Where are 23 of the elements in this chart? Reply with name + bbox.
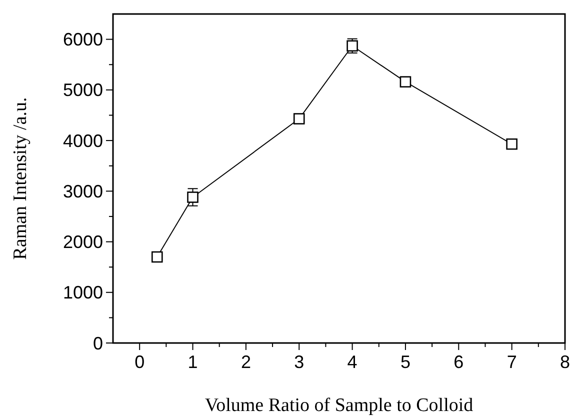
point — [151, 251, 163, 263]
x-tick-label: 6 — [454, 352, 464, 372]
y-tick-label: 3000 — [62, 181, 103, 202]
y-axis-title: Raman Intensity /a.u. — [10, 97, 31, 260]
y-tick-label: 2000 — [62, 232, 103, 252]
x-tick-label: 8 — [560, 352, 570, 372]
y-tick-label: 0 — [92, 333, 103, 354]
x-tick-label: 1 — [188, 352, 198, 372]
x-tick-label: 0 — [134, 352, 145, 372]
x-tick-label: 4 — [347, 352, 358, 372]
point — [400, 76, 412, 88]
point — [506, 138, 518, 150]
point — [293, 113, 305, 124]
point — [187, 192, 198, 203]
x-tick-label: 3 — [294, 352, 304, 372]
x-tick-label: 2 — [240, 352, 251, 372]
x-tick-label: 7 — [506, 352, 517, 372]
x-axis-title: Volume Ratio of Sample to Colloid — [204, 395, 474, 416]
y-tick-label: 5000 — [62, 80, 103, 100]
x-tick-label: 5 — [400, 352, 410, 372]
y-tick-label: 4000 — [62, 130, 103, 151]
y-tick-label: 1000 — [62, 282, 103, 303]
y-tick-label: 6000 — [62, 30, 103, 50]
